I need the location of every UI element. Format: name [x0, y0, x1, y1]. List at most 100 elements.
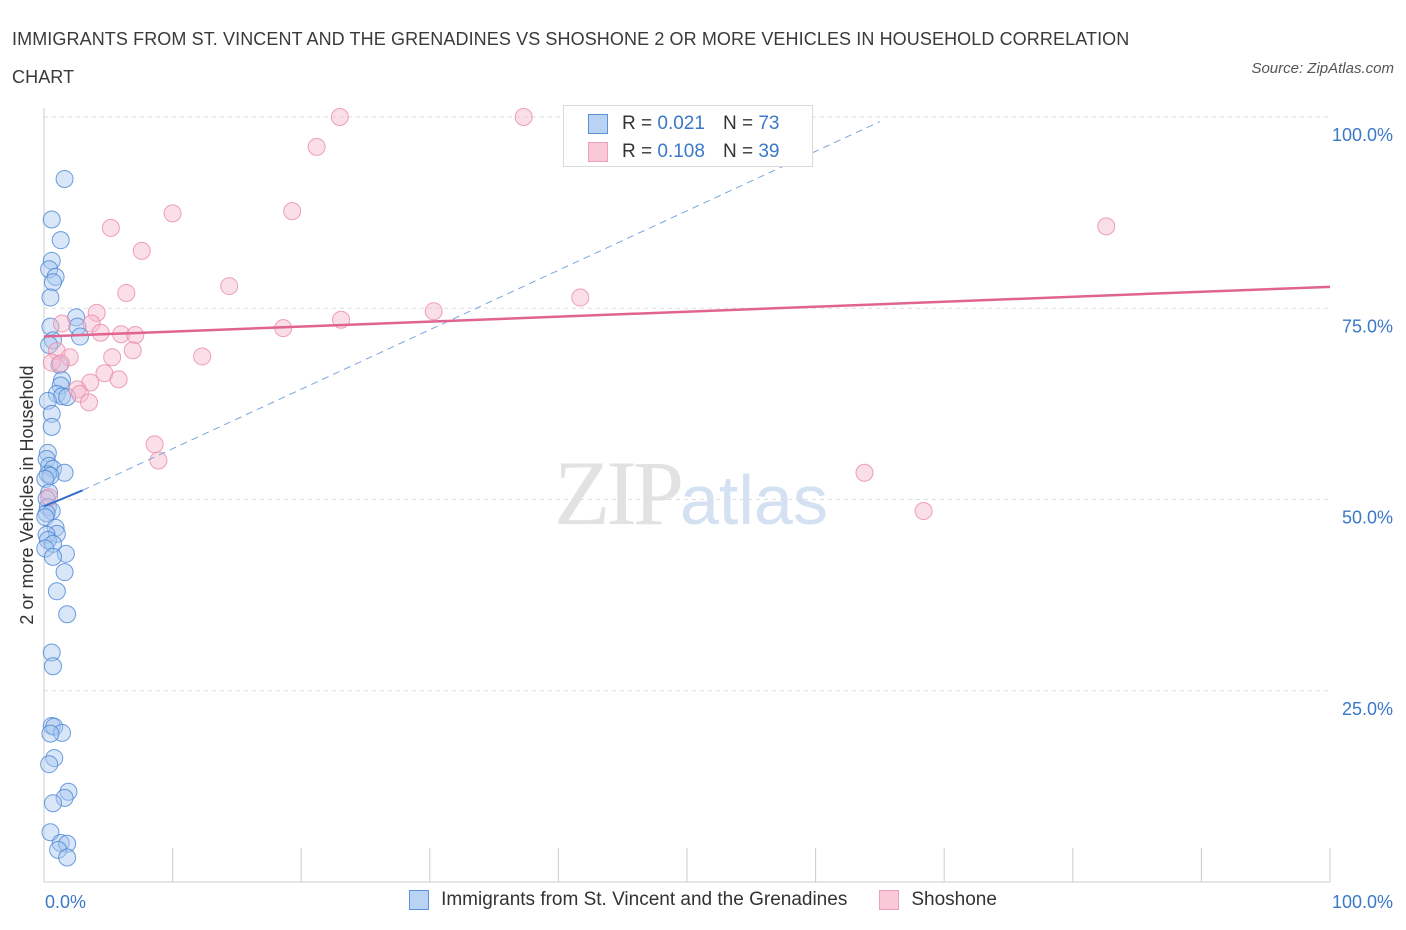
legend-r-value: 0.108 [657, 141, 705, 162]
point-immigrants [45, 749, 64, 768]
point-immigrants [55, 563, 74, 582]
y-tick-label: 50.0% [1342, 508, 1393, 528]
point-immigrants [47, 582, 66, 601]
point-immigrants [44, 547, 63, 566]
legend-r-label: R = [622, 113, 653, 134]
legend-r-value: 0.021 [657, 113, 705, 134]
point-immigrants [37, 449, 56, 468]
series-legend: Immigrants from St. Vincent and the Gren… [0, 889, 1406, 911]
point-immigrants [53, 387, 72, 406]
zipatlas-watermark: ZIPatlas [554, 440, 828, 546]
point-shoshone [163, 204, 182, 223]
point-shoshone [80, 393, 99, 412]
series-legend-immigrants: Immigrants from St. Vincent and the Gren… [409, 889, 847, 911]
trend-lines [43, 121, 1331, 508]
point-shoshone [914, 501, 933, 520]
point-shoshone [126, 326, 145, 345]
point-immigrants [58, 848, 77, 867]
point-shoshone [123, 341, 142, 360]
point-immigrants [41, 724, 60, 743]
point-shoshone [91, 323, 110, 342]
point-shoshone [1097, 217, 1116, 236]
chart-title: IMMIGRANTS FROM ST. VINCENT AND THE GREN… [12, 29, 1130, 87]
watermark-atlas: atlas [680, 461, 828, 539]
series-label-immigrants: Immigrants from St. Vincent and the Gren… [441, 889, 848, 910]
point-immigrants [44, 794, 63, 813]
trend-line-immigrants [43, 489, 83, 508]
point-immigrants [42, 404, 61, 423]
point-immigrants [42, 417, 61, 436]
point-immigrants [46, 267, 65, 286]
point-immigrants [36, 469, 55, 488]
point-immigrants [47, 524, 66, 543]
point-shoshone [42, 353, 61, 372]
point-shoshone [40, 488, 59, 507]
axes [43, 108, 1331, 883]
grid-lines [44, 116, 1330, 692]
y-tick-label: 25.0% [1342, 699, 1393, 719]
point-immigrants [55, 169, 74, 188]
y-tick-label: 100.0% [1332, 125, 1393, 145]
point-immigrants [51, 231, 70, 250]
point-shoshone [855, 463, 874, 482]
y-tick-label: 75.0% [1342, 316, 1393, 336]
x-tick-labels: 0.0% 100.0% [45, 892, 1393, 912]
legend-swatch-blue [588, 114, 608, 134]
point-shoshone [103, 348, 122, 367]
point-shoshone [145, 435, 164, 454]
point-immigrants [55, 788, 74, 807]
point-shoshone [307, 137, 326, 156]
point-immigrants [58, 834, 77, 853]
point-shoshone [87, 303, 106, 322]
legend-row-immigrants: R = 0.021 N = 73 [588, 112, 779, 136]
point-shoshone [149, 451, 168, 470]
legend-n-label: N = [722, 113, 754, 134]
point-shoshone [424, 302, 443, 321]
point-shoshone [101, 218, 120, 237]
y-axis-label: 2 or more Vehicles in Household [17, 365, 37, 624]
trend-line-immigrants-extended [82, 121, 881, 491]
point-shoshone [60, 348, 79, 367]
x-tick-label-max: 100.0% [1332, 892, 1393, 912]
series-legend-shoshone: Shoshone [879, 889, 997, 911]
data-points [36, 108, 1116, 867]
series-swatch-pink [879, 890, 900, 910]
point-shoshone [117, 283, 136, 302]
series-label-shoshone: Shoshone [911, 889, 997, 910]
point-shoshone [53, 314, 72, 333]
point-immigrants [44, 657, 63, 676]
legend-n-value: 73 [758, 113, 780, 134]
legend-r-label: R = [622, 141, 653, 162]
point-shoshone [330, 108, 349, 126]
x-tick-label-min: 0.0% [45, 892, 86, 912]
legend-row-shoshone: R = 0.108 N = 39 [588, 140, 779, 164]
point-shoshone [132, 241, 151, 260]
point-shoshone [571, 288, 590, 307]
y-tick-labels: 25.0% 50.0% 75.0% 100.0% [1332, 125, 1393, 719]
point-immigrants [38, 443, 57, 462]
point-shoshone [51, 354, 70, 373]
point-immigrants [40, 755, 59, 774]
point-shoshone [193, 347, 212, 366]
watermark-zip: ZIP [554, 442, 684, 544]
point-immigrants [49, 840, 68, 859]
trend-line-shoshone [43, 285, 1331, 338]
point-immigrants [44, 273, 63, 292]
point-shoshone [109, 370, 128, 389]
point-shoshone [514, 108, 533, 126]
stats-legend: R = 0.021 N = 73 R = 0.108 N = 39 [563, 105, 813, 167]
legend-n-label: N = [722, 141, 754, 162]
point-immigrants [42, 210, 61, 229]
point-shoshone [82, 314, 101, 333]
legend-n-value: 39 [758, 141, 780, 162]
point-shoshone [220, 277, 239, 296]
source-label: Source: ZipAtlas.com [1251, 60, 1394, 77]
point-shoshone [283, 202, 302, 221]
series-swatch-blue [409, 890, 430, 910]
legend-swatch-pink [588, 142, 608, 162]
point-immigrants [58, 605, 77, 624]
point-immigrants [41, 288, 60, 307]
point-immigrants [42, 643, 61, 662]
point-immigrants [44, 459, 63, 478]
